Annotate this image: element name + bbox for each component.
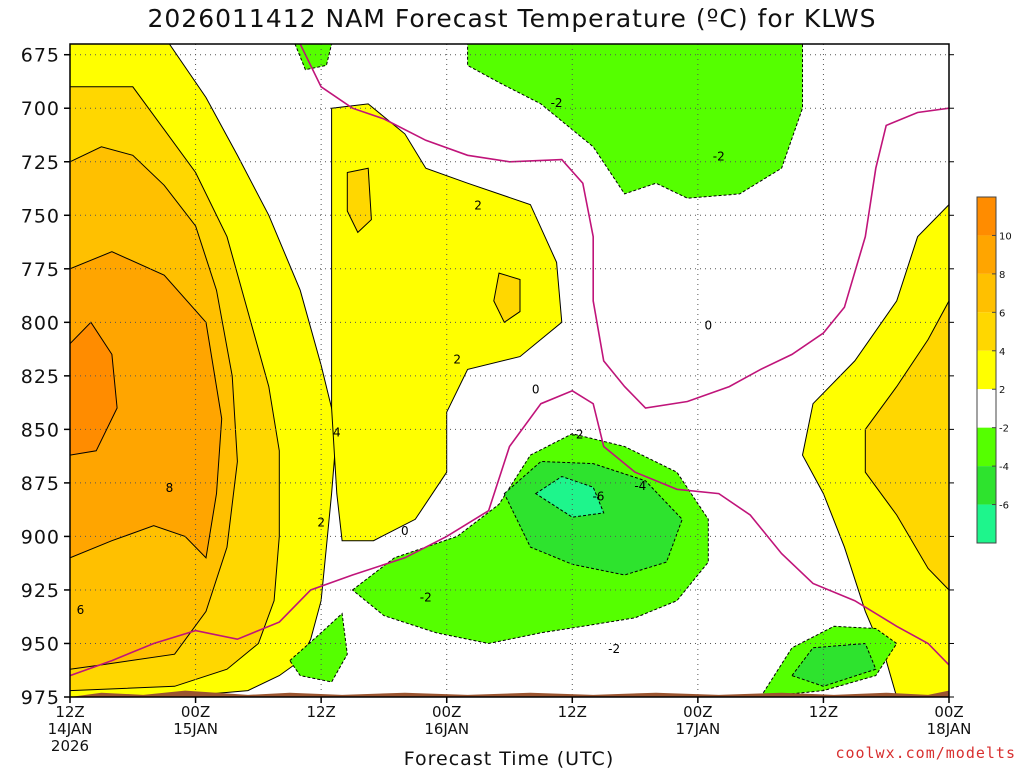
chart-title: 2026011412 NAM Forecast Temperature (ºC)… — [147, 4, 877, 33]
y-tick-label: 750 — [21, 205, 60, 227]
contour-label: -2 — [713, 149, 725, 163]
colorbar-bin — [977, 466, 996, 505]
y-tick-label: 875 — [21, 473, 60, 495]
x-tick-label: 00Z — [683, 703, 712, 721]
colorbar-bin — [977, 273, 996, 313]
colorbar-bin — [977, 427, 996, 467]
y-tick-label: 950 — [21, 633, 60, 655]
contour-region-cold-west — [289, 612, 348, 683]
colorbar-bin — [977, 235, 996, 274]
contour-label: 0 — [401, 524, 409, 538]
y-tick-label: 700 — [21, 98, 60, 120]
contour-region-cold-mid6 — [534, 475, 605, 518]
x-tick-label: 2026 — [51, 737, 89, 755]
colorbar-frame — [976, 196, 997, 544]
source-credit: coolwx.com/modelts — [835, 744, 1016, 762]
x-tick-label: 16JAN — [424, 720, 469, 738]
colorbar-bin — [977, 312, 996, 351]
contour-region-mid-2 — [331, 103, 563, 542]
contour-label: -2 — [608, 642, 620, 656]
zero-isotherm-zero-upper — [299, 44, 949, 409]
y-tick-label: 675 — [21, 45, 60, 67]
x-tick-label: 15JAN — [173, 720, 218, 738]
colorbar-label: 10 — [999, 231, 1012, 242]
contour-region-warm-8 — [70, 251, 223, 559]
contour-label: 0 — [532, 383, 540, 397]
y-tick-label: 900 — [21, 526, 60, 548]
x-tick-label: 12Z — [558, 703, 587, 721]
x-tick-label: 00Z — [432, 703, 461, 721]
contour-region-east-4 — [864, 300, 949, 591]
y-tick-label: 800 — [21, 312, 60, 334]
colorbar-bin — [977, 197, 996, 236]
contour-label: 8 — [166, 481, 174, 495]
colorbar-bin — [977, 350, 996, 390]
contour-label: -6 — [592, 490, 604, 504]
colorbar-bin — [977, 504, 996, 543]
contour-region-mid-4a — [346, 167, 372, 234]
contour-label: -4 — [634, 479, 646, 493]
contour-label: -2 — [420, 590, 432, 604]
x-tick-label: 12Z — [809, 703, 838, 721]
contour-label: 2 — [453, 353, 461, 367]
y-tick-label: 725 — [21, 152, 60, 174]
colorbar-label: 4 — [999, 347, 1005, 358]
x-axis-label: Forecast Time (UTC) — [404, 748, 614, 768]
colorbar-bin — [977, 389, 996, 428]
x-tick-label: 00Z — [934, 703, 963, 721]
x-tick-label: 18JAN — [927, 720, 972, 738]
x-tick-label: 12Z — [55, 703, 84, 721]
x-tick-label: 14JAN — [48, 720, 93, 738]
x-tick-label: 12Z — [306, 703, 335, 721]
colorbar-label: 8 — [999, 270, 1005, 281]
contour-label: -2 — [551, 96, 563, 110]
terrain-ground — [70, 690, 949, 697]
y-tick-label: 975 — [21, 687, 60, 709]
zero-isotherm-zero-lower — [70, 389, 949, 677]
y-tick-label: 850 — [21, 419, 60, 441]
contour-label: 2 — [474, 199, 482, 213]
contour-label: 0 — [705, 318, 713, 332]
contour-label: 6 — [77, 603, 85, 617]
contour-region-cold-upper — [467, 44, 803, 199]
y-tick-label: 825 — [21, 366, 60, 388]
contour-region-mid-4b — [493, 272, 521, 324]
colorbar-label: -6 — [999, 501, 1009, 512]
colorbar-label: -4 — [999, 462, 1009, 473]
y-tick-label: 925 — [21, 580, 60, 602]
contour-label: 4 — [333, 426, 341, 440]
plot-frame — [69, 43, 950, 698]
colorbar-label: -2 — [999, 424, 1009, 435]
contour-label: -2 — [572, 428, 584, 442]
y-tick-label: 775 — [21, 259, 60, 281]
colorbar-label: 2 — [999, 385, 1005, 396]
x-tick-label: 17JAN — [675, 720, 720, 738]
contour-label: 2 — [317, 515, 325, 529]
contour-region-cold-east4 — [791, 642, 877, 687]
x-tick-label: 00Z — [181, 703, 210, 721]
colorbar-label: 6 — [999, 308, 1005, 319]
